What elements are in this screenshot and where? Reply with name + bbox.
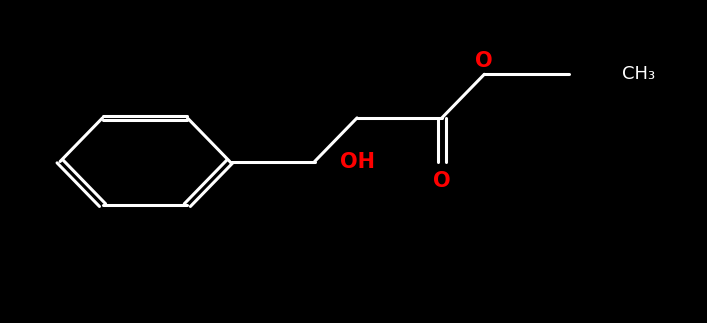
- Text: O: O: [433, 171, 450, 191]
- Text: OH: OH: [339, 151, 375, 172]
- Text: CH₃: CH₃: [622, 65, 655, 83]
- Text: O: O: [476, 51, 493, 71]
